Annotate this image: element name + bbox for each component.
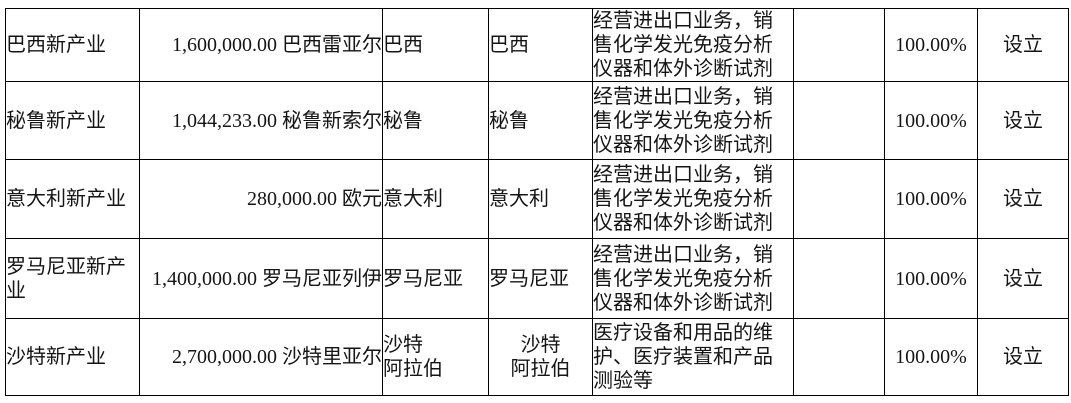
cell-business-place: 罗马尼亚	[488, 238, 593, 319]
cell-business-scope: 医疗设备和用品的维 护、医疗装置和产品 测验等	[592, 318, 794, 396]
table-row: 巴西新产业 1,600,000.00 巴西雷亚尔 巴西 巴西 经营进出口业务，销…	[5, 8, 1069, 82]
cell-acquisition-method: 设立	[977, 8, 1069, 82]
cell-registered-capital: 1,600,000.00 巴西雷亚尔	[139, 8, 383, 82]
cell-company-name: 巴西新产业	[5, 8, 140, 82]
cell-blank	[793, 8, 885, 82]
cell-registered-capital: 1,044,233.00 秘鲁新索尔	[139, 81, 383, 160]
cell-business-scope: 经营进出口业务，销 售化学发光免疫分析 仪器和体外诊断试剂	[592, 81, 794, 160]
cell-blank	[793, 238, 885, 319]
cell-registered-capital: 2,700,000.00 沙特里亚尔	[139, 318, 383, 396]
cell-shareholding-ratio: 100.00%	[884, 8, 978, 82]
cell-company-name: 意大利新产业	[5, 159, 140, 239]
cell-business-scope: 经营进出口业务，销 售化学发光免疫分析 仪器和体外诊断试剂	[592, 159, 794, 239]
cell-acquisition-method: 设立	[977, 318, 1069, 396]
cell-registration-place: 罗马尼亚	[382, 238, 489, 319]
cell-registration-place: 秘鲁	[382, 81, 489, 160]
subsidiaries-table: 巴西新产业 1,600,000.00 巴西雷亚尔 巴西 巴西 经营进出口业务，销…	[5, 8, 1069, 396]
cell-blank	[793, 159, 885, 239]
cell-acquisition-method: 设立	[977, 81, 1069, 160]
cell-blank	[793, 318, 885, 396]
cell-shareholding-ratio: 100.00%	[884, 238, 978, 319]
cell-business-place: 巴西	[488, 8, 593, 82]
table-row: 沙特新产业 2,700,000.00 沙特里亚尔 沙特 阿拉伯 沙特 阿拉伯 医…	[5, 318, 1069, 396]
table-row: 秘鲁新产业 1,044,233.00 秘鲁新索尔 秘鲁 秘鲁 经营进出口业务，销…	[5, 81, 1069, 160]
cell-company-name: 秘鲁新产业	[5, 81, 140, 160]
subsidiaries-table-container: 巴西新产业 1,600,000.00 巴西雷亚尔 巴西 巴西 经营进出口业务，销…	[5, 8, 1069, 396]
cell-business-scope: 经营进出口业务，销 售化学发光免疫分析 仪器和体外诊断试剂	[592, 8, 794, 82]
cell-registered-capital: 1,400,000.00 罗马尼亚列伊	[139, 238, 383, 319]
cell-business-place: 沙特 阿拉伯	[488, 318, 593, 396]
cell-registration-place: 沙特 阿拉伯	[382, 318, 489, 396]
cell-shareholding-ratio: 100.00%	[884, 159, 978, 239]
cell-acquisition-method: 设立	[977, 238, 1069, 319]
cell-business-place: 意大利	[488, 159, 593, 239]
cell-company-name: 罗马尼亚新产业	[5, 238, 140, 319]
cell-business-place: 秘鲁	[488, 81, 593, 160]
cell-registration-place: 意大利	[382, 159, 489, 239]
cell-business-scope: 经营进出口业务，销 售化学发光免疫分析 仪器和体外诊断试剂	[592, 238, 794, 319]
cell-registered-capital: 280,000.00 欧元	[139, 159, 383, 239]
cell-blank	[793, 81, 885, 160]
table-row: 罗马尼亚新产业 1,400,000.00 罗马尼亚列伊 罗马尼亚 罗马尼亚 经营…	[5, 238, 1069, 319]
cell-shareholding-ratio: 100.00%	[884, 81, 978, 160]
cell-shareholding-ratio: 100.00%	[884, 318, 978, 396]
cell-acquisition-method: 设立	[977, 159, 1069, 239]
cell-company-name: 沙特新产业	[5, 318, 140, 396]
cell-registration-place: 巴西	[382, 8, 489, 82]
table-row: 意大利新产业 280,000.00 欧元 意大利 意大利 经营进出口业务，销 售…	[5, 159, 1069, 239]
